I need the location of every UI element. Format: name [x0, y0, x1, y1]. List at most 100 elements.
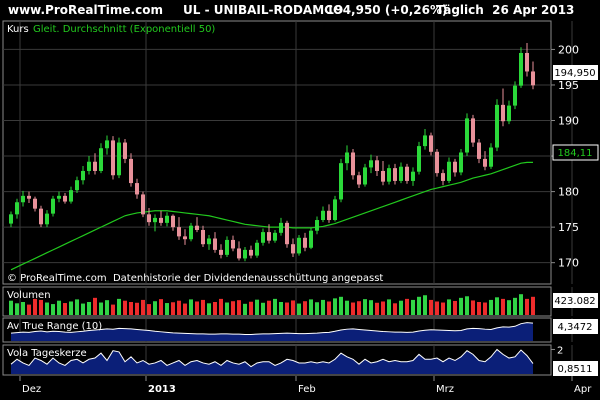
candle-body	[93, 161, 97, 171]
candle-body	[201, 229, 205, 245]
volume-bar	[483, 302, 487, 315]
candle-body	[483, 158, 487, 167]
volume-bar	[135, 302, 139, 315]
volume-bar	[87, 302, 91, 315]
candle-body	[63, 195, 67, 202]
candle-body	[111, 140, 115, 176]
candle-body	[15, 202, 19, 215]
candle-body	[75, 180, 79, 191]
candle-body	[525, 52, 529, 72]
volume-bar	[33, 298, 37, 315]
volume-bar	[507, 300, 511, 315]
candle-body	[429, 135, 433, 152]
price-change: 194,950 (+0,26%)	[326, 3, 448, 17]
candle-body	[243, 249, 247, 259]
volume-bar	[315, 302, 319, 315]
candle-body	[471, 118, 475, 143]
last-atr-value: 4,3472	[558, 322, 593, 333]
candle-body	[513, 85, 517, 106]
volume-bar	[303, 301, 307, 315]
candle-body	[297, 237, 301, 254]
candle-body	[39, 208, 43, 225]
candle-body	[387, 168, 391, 182]
candle-body	[255, 242, 259, 256]
volume-bar	[189, 299, 193, 315]
volume-bar	[129, 302, 133, 315]
candle-body	[207, 238, 211, 245]
volume-bar	[363, 299, 367, 315]
atr-line	[10, 322, 534, 335]
volume-bar	[345, 300, 349, 315]
candle-body	[279, 222, 283, 233]
volume-bar	[381, 301, 385, 315]
volume-bar	[471, 300, 475, 315]
time-axis-label: Apr	[574, 384, 592, 395]
volume-bar	[105, 300, 109, 315]
volume-bar	[393, 303, 397, 315]
volume-bar	[201, 299, 205, 315]
volume-bar	[141, 299, 145, 315]
price-axis-label: 200	[558, 43, 579, 56]
volume-bar	[447, 299, 451, 315]
candle-body	[381, 170, 385, 182]
candle-body	[531, 71, 535, 86]
volume-bar	[285, 302, 289, 315]
atr-area	[11, 322, 533, 341]
candle-body	[363, 167, 367, 185]
candle-body	[27, 195, 31, 199]
last-ma-value: 184,11	[558, 148, 593, 159]
candle-body	[273, 232, 277, 241]
time-axis-label: 2013	[148, 384, 176, 395]
volume-bar	[147, 304, 151, 315]
last-vola-value: 0,8511	[558, 364, 593, 375]
candle-body	[213, 238, 217, 250]
volume-bar	[411, 299, 415, 315]
volume-bar	[231, 301, 235, 315]
candle-body	[459, 152, 463, 173]
candle-body	[501, 104, 505, 122]
volume-bar	[327, 301, 331, 315]
volume-bar	[441, 302, 445, 315]
volume-bar	[183, 303, 187, 315]
candle-body	[51, 198, 55, 214]
atr-panel-frame	[2, 317, 552, 343]
candle-body	[69, 190, 73, 202]
moving-average-line	[10, 161, 533, 271]
volume-bar	[165, 303, 169, 315]
volume-bar	[249, 301, 253, 315]
volume-bar	[501, 298, 505, 315]
candle-body	[315, 220, 319, 231]
volume-bar	[45, 302, 49, 315]
volume-bar	[405, 298, 409, 315]
candle-body	[309, 230, 313, 248]
candle-body	[423, 135, 427, 147]
price-panel-frame	[2, 20, 552, 285]
candle-body	[441, 173, 445, 181]
candle-body	[333, 199, 337, 221]
candles-layer	[9, 43, 535, 262]
volume-bar	[459, 297, 463, 315]
time-axis-label: Dez	[22, 384, 41, 395]
candle-body	[405, 166, 409, 181]
candle-body	[411, 171, 415, 181]
candle-body	[285, 222, 289, 245]
volume-bar	[489, 299, 493, 315]
volume-bar	[465, 296, 469, 315]
volume-bar	[369, 300, 373, 315]
volume-bar	[273, 298, 277, 315]
volume-panel-frame	[2, 286, 552, 317]
candle-body	[33, 198, 37, 209]
candle-body	[129, 158, 133, 184]
volume-bar	[477, 302, 481, 315]
candle-body	[225, 239, 229, 255]
volume-bar	[321, 299, 325, 315]
volume-bar	[225, 302, 229, 315]
volume-bar	[243, 303, 247, 315]
price-label: Kurs	[7, 24, 29, 35]
candle-body	[435, 151, 439, 174]
volume-bar	[207, 303, 211, 315]
candle-body	[219, 249, 223, 255]
candle-body	[105, 140, 109, 149]
candle-body	[447, 161, 451, 181]
instrument-title: UL - UNIBAIL-RODAMCO	[183, 3, 343, 17]
